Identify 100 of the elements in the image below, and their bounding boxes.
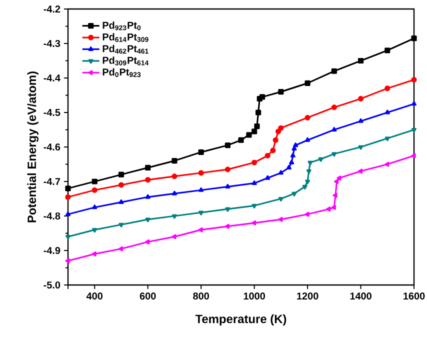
x-tick-label: 1600 (404, 292, 425, 300)
point (238, 137, 244, 143)
point (225, 184, 230, 188)
point (252, 128, 258, 134)
point (278, 216, 283, 222)
point (278, 125, 284, 131)
point (264, 152, 270, 158)
point (65, 211, 71, 216)
point (252, 220, 256, 226)
point (118, 222, 124, 228)
point (118, 182, 124, 188)
point (172, 234, 176, 240)
point (65, 258, 70, 264)
point (358, 96, 364, 102)
legend-label: Pd$_{462}$Pt$_{461}$ (102, 44, 148, 54)
point (145, 239, 150, 244)
x-axis-title: Temperature (K) (195, 314, 286, 326)
point (358, 168, 363, 174)
point (304, 114, 310, 120)
x-tick-label: 1400 (350, 292, 372, 300)
point (336, 176, 342, 181)
legend-label: Pd$_{923}$Pt$_{0}$ (102, 21, 141, 30)
point (278, 89, 284, 95)
point (411, 36, 417, 42)
point (92, 187, 98, 193)
point (270, 148, 276, 154)
point (272, 137, 278, 143)
y-tick-label: -4.6 (44, 143, 60, 151)
y-tick-label: -4.8 (44, 212, 60, 220)
point (145, 218, 150, 222)
point (331, 68, 337, 74)
y-tick-label: -5.0 (44, 281, 60, 289)
point (198, 227, 203, 232)
point (384, 162, 390, 167)
point (65, 194, 71, 200)
point (246, 132, 252, 138)
point (252, 204, 257, 208)
point (92, 251, 96, 256)
legend-label: Pd$_{309}$Pt$_{614}$ (102, 56, 149, 66)
point (278, 170, 284, 175)
point (292, 192, 297, 196)
point (384, 110, 390, 114)
point (172, 158, 178, 164)
point (224, 224, 230, 229)
legend-label: Pd$_{614}$Pt$_{309}$ (102, 33, 148, 42)
point (334, 178, 339, 184)
point (254, 124, 260, 130)
point (92, 204, 98, 210)
point (411, 101, 417, 106)
point (275, 128, 282, 134)
x-tick-label: 1200 (297, 292, 318, 300)
point (358, 118, 364, 123)
point (198, 187, 204, 192)
point (290, 152, 296, 158)
point (256, 110, 262, 116)
point (332, 152, 337, 157)
point (331, 104, 337, 110)
point (198, 210, 204, 216)
point (289, 160, 294, 164)
point (172, 174, 178, 180)
point (384, 136, 390, 142)
point (172, 190, 177, 196)
point (358, 58, 364, 64)
point (252, 180, 257, 186)
point (302, 184, 308, 190)
point (293, 142, 298, 148)
point (305, 137, 310, 142)
point (172, 214, 177, 219)
y-tick-label: -4.3 (44, 40, 60, 48)
point (308, 160, 313, 166)
point (286, 164, 292, 170)
point (145, 164, 151, 170)
point (65, 234, 71, 240)
x-tick-label: 400 (86, 292, 103, 300)
point (118, 199, 124, 204)
point (118, 246, 124, 252)
point (384, 48, 390, 54)
y-axis-title: Potential Energy (eV/atom) (27, 72, 38, 222)
legend-label: Pd$_{0}$Pt$_{923}$ (102, 68, 141, 78)
point (304, 80, 310, 86)
point (384, 86, 390, 92)
point (118, 172, 124, 178)
point (331, 204, 336, 210)
point (65, 186, 71, 192)
x-tick-label: 600 (140, 292, 156, 300)
point (92, 178, 98, 184)
point (92, 228, 98, 233)
point (332, 192, 338, 198)
point (198, 149, 204, 155)
y-tick-label: -4.7 (44, 178, 60, 185)
y-tick-label: -4.5 (44, 109, 60, 116)
point (305, 180, 310, 184)
point (411, 128, 417, 133)
point (145, 194, 150, 199)
point (358, 145, 364, 150)
point (224, 166, 230, 172)
x-tick-label: 800 (193, 292, 209, 300)
y-tick-label: -4.4 (44, 74, 60, 82)
point (306, 169, 312, 174)
x-tick-label: 1000 (244, 292, 265, 300)
